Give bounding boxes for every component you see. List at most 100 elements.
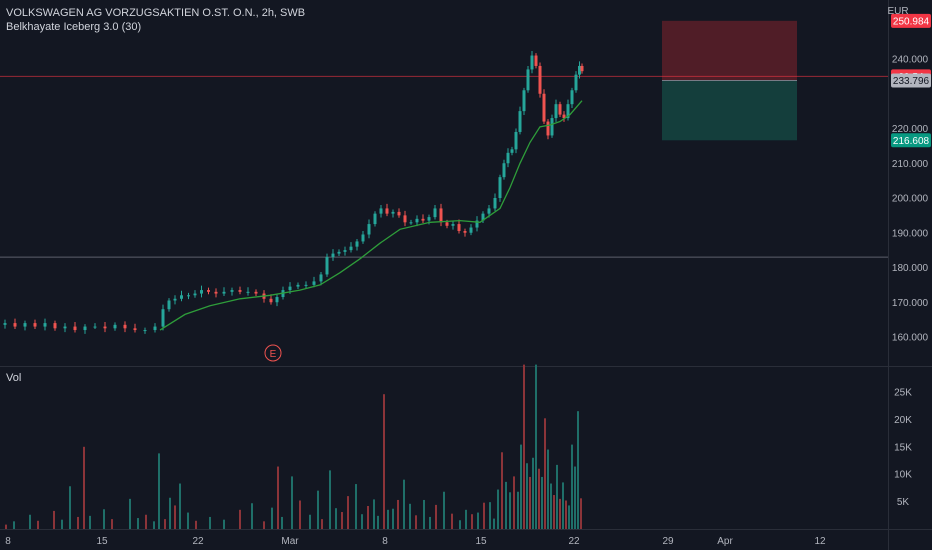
- volume-bar: [13, 521, 15, 529]
- volume-bar: [415, 515, 417, 529]
- candle-body: [187, 295, 190, 297]
- time-axis[interactable]: 8 15 22 Mar 8 15 22 29 Apr 12: [5, 536, 826, 547]
- candle-body: [580, 65, 584, 72]
- candle-body: [530, 55, 534, 70]
- volume-bar: [137, 518, 139, 529]
- price-tick-label: 220.000: [892, 124, 929, 135]
- volume-bar: [547, 449, 549, 529]
- volume-bar: [451, 513, 453, 529]
- candle-body: [534, 55, 538, 66]
- price-badge-bg: [891, 73, 931, 88]
- time-tick-label: 15: [96, 536, 108, 547]
- price-tick-label: 240.000: [892, 55, 929, 66]
- price-axis[interactable]: 160.000 170.000 180.000 190.000 200.000 210.0…: [892, 55, 929, 344]
- time-tick-label: 22: [568, 536, 580, 547]
- candle-body: [167, 300, 171, 310]
- candle-body: [123, 324, 127, 329]
- symbol-title[interactable]: VOLKSWAGEN AG VORZUGSAKTIEN O.ST. O.N., …: [6, 7, 306, 19]
- price-tick-label: 200.000: [892, 194, 929, 205]
- candle-body: [200, 290, 203, 294]
- volume-bar: [164, 519, 166, 529]
- volume-bar: [483, 502, 485, 529]
- iceberg-line: [159, 100, 583, 331]
- candle-body: [469, 227, 473, 233]
- volume-bar: [317, 490, 319, 529]
- volume-bar: [111, 519, 113, 529]
- candle-body: [246, 291, 250, 293]
- volume-bar: [513, 476, 515, 529]
- volume-bar: [489, 502, 491, 529]
- price-tick-label: 160.000: [892, 333, 929, 344]
- volume-bar: [77, 516, 79, 529]
- candle-body: [481, 213, 485, 221]
- volume-bar: [321, 519, 323, 529]
- volume-bar: [271, 507, 273, 529]
- earnings-event-marker[interactable]: E: [264, 344, 282, 362]
- candle-body: [439, 208, 443, 223]
- volume-bar: [251, 503, 253, 529]
- volume-bar: [195, 520, 197, 529]
- candle-body: [296, 284, 300, 287]
- volume-bar: [535, 364, 537, 529]
- volume-bar: [277, 466, 279, 529]
- volume-tick-label: 25K: [894, 388, 912, 399]
- candle-body: [337, 251, 341, 254]
- candle-body: [457, 224, 461, 232]
- volume-bar: [423, 499, 425, 529]
- moving-average-line: [159, 100, 583, 331]
- volume-bar: [544, 418, 546, 529]
- candle-body: [53, 323, 57, 329]
- volume-bar: [145, 514, 147, 529]
- volume-bar: [577, 411, 579, 529]
- volume-bar: [329, 470, 331, 529]
- event-marker-circle: [264, 344, 282, 362]
- volume-bar: [471, 514, 473, 529]
- volume-bar: [526, 463, 528, 529]
- candle-body: [409, 222, 413, 224]
- price-badge: 250.984: [891, 13, 931, 28]
- volume-bar: [517, 491, 519, 529]
- price-tick-label: 210.000: [892, 159, 929, 170]
- candle-body: [275, 297, 279, 303]
- volume-bar: [377, 515, 379, 529]
- candle-body: [254, 291, 258, 294]
- volume-bar: [541, 476, 543, 529]
- price-badge-bg: [891, 13, 931, 28]
- candle-body: [451, 224, 455, 226]
- volume-bar: [209, 516, 211, 529]
- volume-bar: [263, 521, 265, 529]
- indicator-legend[interactable]: Belkhayate Iceberg 3.0 (30): [6, 21, 142, 33]
- volume-bar: [553, 495, 555, 529]
- candle-body: [153, 326, 157, 331]
- candle-body: [526, 69, 530, 91]
- volume-bar: [509, 492, 511, 529]
- candle-body: [343, 250, 347, 252]
- volume-bar: [497, 489, 499, 529]
- candle-body: [391, 211, 395, 214]
- volume-bar: [532, 457, 534, 529]
- take-profit-zone: [662, 80, 797, 141]
- candle-body: [506, 152, 510, 164]
- volume-tick-label: 10K: [894, 470, 912, 481]
- volume-bar: [392, 508, 394, 529]
- candle-body: [578, 65, 581, 75]
- volume-axis[interactable]: 25K 20K 15K 10K 5K: [894, 388, 912, 509]
- volume-pane-label[interactable]: Vol: [6, 372, 22, 384]
- volume-bar: [459, 520, 461, 529]
- volume-bar: [477, 512, 479, 529]
- candle-body: [319, 274, 323, 282]
- volume-bar: [559, 498, 561, 529]
- candle-body: [373, 213, 377, 225]
- candle-body: [133, 328, 137, 331]
- candle-body: [180, 295, 183, 299]
- candle-body: [514, 131, 518, 150]
- candle-body: [349, 246, 353, 251]
- volume-bar: [174, 505, 176, 529]
- volume-bar: [565, 500, 567, 529]
- stop-loss-zone: [662, 20, 797, 81]
- volume-bar: [299, 500, 301, 529]
- volume-bar: [383, 394, 385, 529]
- candle-body: [558, 104, 562, 115]
